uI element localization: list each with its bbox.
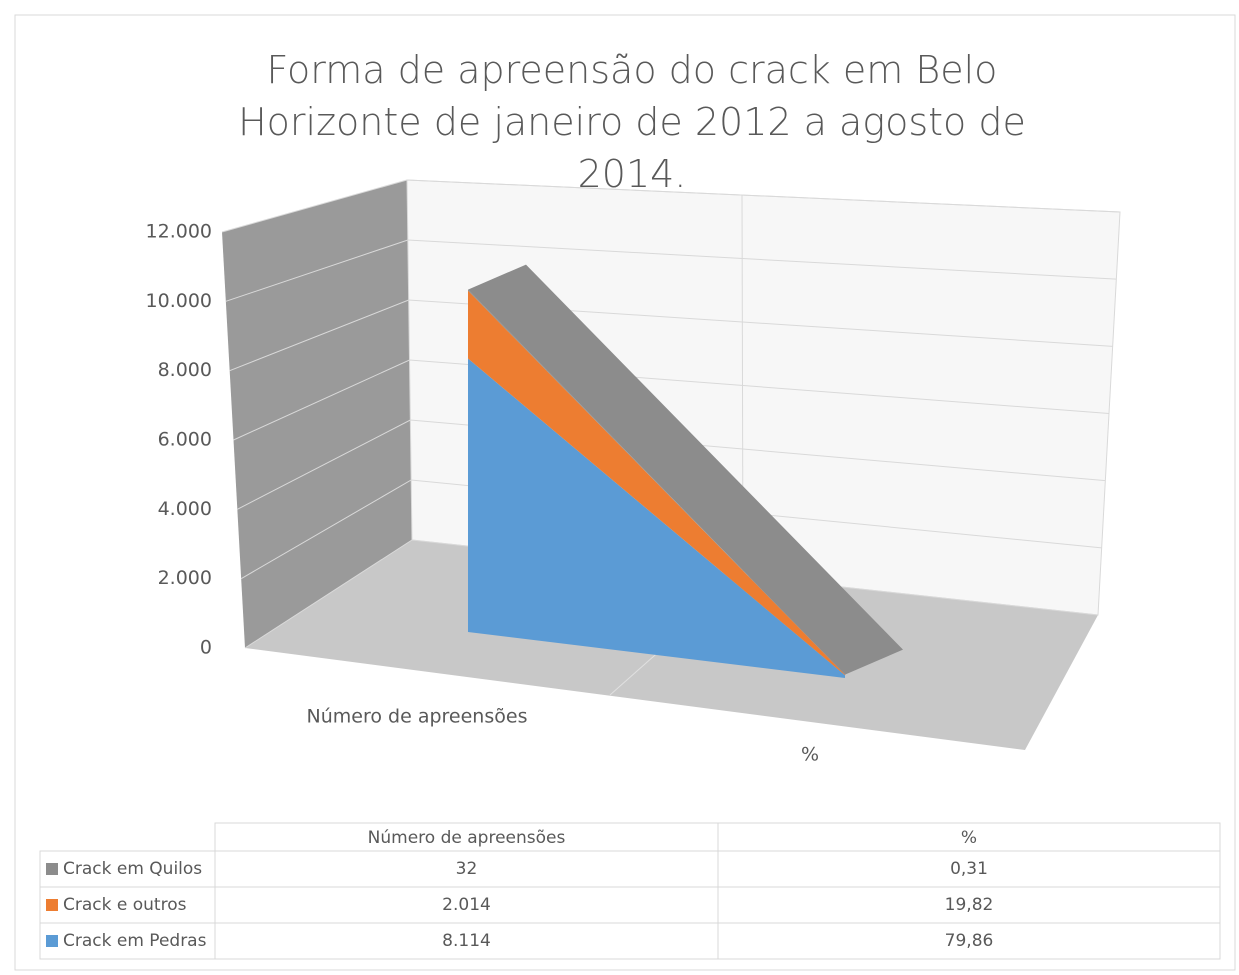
grid-line: [244, 539, 1099, 649]
table-header: %: [961, 828, 977, 848]
x-tick-label: Número de apreensões: [307, 706, 528, 728]
chart-title: Forma de apreensão do crack em Belo Hori…: [238, 48, 1026, 196]
grid: 0 2.000 4.000 6.000 8.000 10.000 12.000 Número …: [146, 179, 1121, 766]
table-body: [39, 850, 1221, 960]
data-table: Número de apreensões % Crack em Quilos 32 0,…: [39, 822, 1221, 960]
table-value: 19,82: [945, 895, 994, 915]
y-tick-label: 4.000: [158, 498, 212, 520]
table-value: 79,86: [945, 931, 994, 951]
grid-line: [237, 419, 1106, 510]
table-value: 2.014: [442, 895, 491, 915]
y-tick-label: 0: [200, 637, 212, 659]
legend-swatch: [46, 863, 58, 875]
grid-line: [225, 239, 1117, 302]
side-wall: [222, 180, 412, 648]
legend-label: Crack em Quilos: [63, 859, 202, 879]
legend-label: Crack e outros: [63, 895, 187, 915]
legend-swatch: [46, 935, 58, 947]
grid-line: [229, 299, 1113, 372]
area-segment: [468, 289, 845, 675]
table-value: 0,31: [950, 859, 988, 879]
area-segment: [468, 358, 845, 678]
table-value: 8.114: [442, 931, 491, 951]
legend-label: Crack em Pedras: [63, 931, 207, 951]
grid-line: [221, 179, 1121, 233]
table-value: 32: [456, 859, 478, 879]
y-tick-label: 12.000: [146, 221, 212, 243]
grid-line: [240, 479, 1102, 580]
y-tick-label: 10.000: [146, 290, 212, 312]
table-header: Número de apreensões: [368, 828, 566, 848]
legend-swatch: [46, 899, 58, 911]
y-tick-label: 2.000: [158, 567, 212, 589]
area-segment: [468, 290, 845, 676]
grid-line: [233, 359, 1110, 441]
area-top-face: [468, 264, 903, 675]
y-tick-label: 8.000: [158, 359, 212, 381]
y-tick-label: 6.000: [158, 429, 212, 451]
x-tick-label: %: [801, 744, 819, 766]
plot-area: [468, 264, 903, 678]
